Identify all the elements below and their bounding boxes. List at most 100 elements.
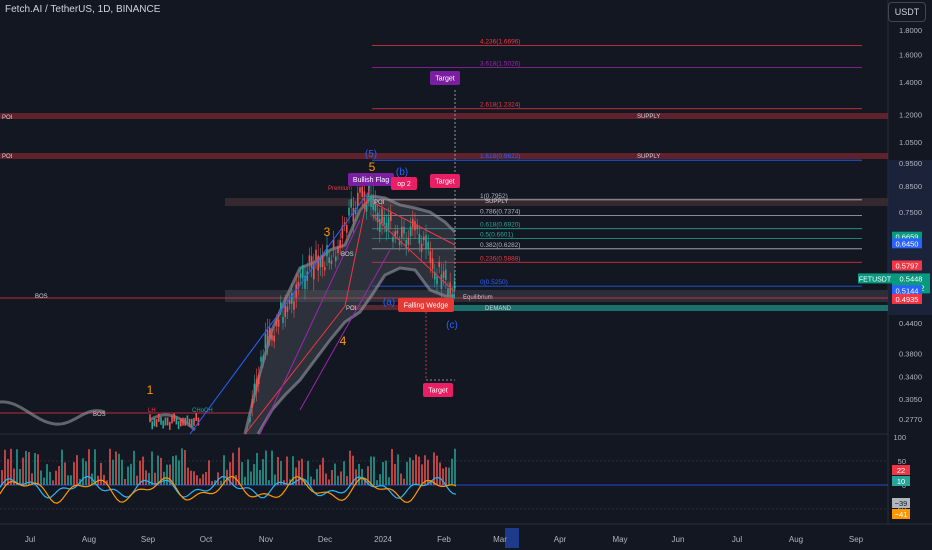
candle-body [387, 217, 390, 229]
candle-body [302, 265, 304, 279]
fib-level-label: 3.618(1.5026) [480, 61, 520, 68]
wave-5-circled-label: (5) [365, 149, 377, 160]
osc-histogram-bar [4, 449, 6, 485]
osc-histogram-bar [10, 448, 12, 485]
osc-histogram-bar [43, 477, 45, 485]
price-axis-tick: 1.6000 [899, 50, 922, 59]
osc-badge: −41 [895, 510, 908, 519]
candle-body [431, 258, 434, 269]
osc-histogram-bar [337, 475, 339, 485]
poi-supply-zone-upper [0, 113, 888, 119]
candle-body [438, 262, 440, 267]
osc-histogram-bar [259, 470, 261, 485]
osc-histogram-bar [421, 464, 423, 485]
ma-band-left [0, 400, 106, 426]
osc-signal-line [0, 475, 457, 499]
osc-badge: −39 [895, 499, 908, 508]
osc-histogram-bar [328, 479, 330, 485]
wave-3-label: 3 [324, 225, 331, 239]
op2-tag-box [391, 177, 417, 190]
osc-histogram-bar [100, 462, 102, 485]
candle-body [251, 398, 253, 408]
osc-histogram-bar [313, 479, 315, 485]
wave-4-label: 4 [340, 334, 347, 348]
osc-histogram-bar [88, 449, 90, 485]
osc-histogram-bar [301, 458, 303, 485]
wedge-lower [371, 214, 456, 293]
osc-histogram-bar [40, 470, 42, 485]
osc-histogram-bar [19, 468, 21, 485]
osc-histogram-bar [145, 470, 147, 485]
candle-body [253, 383, 256, 394]
osc-badge-box [892, 465, 910, 475]
candle-body [398, 241, 401, 245]
osc-histogram-bar [217, 472, 219, 485]
candle-body [409, 226, 412, 237]
price-axis-tick: 1.0500 [899, 138, 922, 147]
candle-body [374, 199, 377, 212]
candle-body [440, 274, 443, 289]
osc-histogram-bar [139, 460, 141, 485]
candle-body [264, 333, 267, 349]
time-axis-tick: Nov [259, 535, 273, 544]
chart-title: Fetch.AI / TetherUS, 1D, BINANCE [5, 4, 161, 15]
candle-body [162, 420, 164, 429]
osc-histogram-bar [454, 448, 456, 485]
price-badge: 0.6659 [896, 233, 919, 242]
osc-histogram-bar [1, 470, 3, 485]
candle-body [155, 419, 158, 428]
osc-histogram-bar [295, 467, 297, 485]
candle-body [385, 222, 388, 232]
candle-body [315, 249, 317, 260]
osc-histogram-bar [235, 475, 237, 485]
fib-level-label: 0.382(0.6282) [480, 242, 520, 249]
osc-histogram-bar [229, 462, 231, 485]
candle-body [359, 187, 361, 193]
ma-band [245, 196, 455, 434]
unit-button[interactable]: USDT [888, 2, 926, 22]
candle-body [365, 203, 368, 212]
osc-histogram-bar [181, 448, 183, 485]
candle-body [317, 255, 319, 271]
candle-body [191, 418, 193, 427]
osc-histogram-bar [118, 453, 120, 485]
osc-histogram-bar [112, 459, 114, 485]
osc-histogram-bar [85, 461, 87, 485]
target-tag-label: Target [435, 76, 455, 83]
candle-body [324, 266, 326, 271]
osc-histogram-bar [433, 452, 435, 485]
osc-badge: 10 [897, 477, 905, 486]
candle-body [332, 239, 335, 249]
osc-histogram-bar [127, 466, 129, 485]
candle-body [266, 329, 269, 345]
osc-histogram-bar [34, 452, 36, 485]
osc-histogram-bar [379, 474, 381, 485]
target-tag-box [430, 71, 460, 85]
candle-body [379, 218, 381, 232]
candle-body [258, 374, 260, 384]
time-cursor-highlight [505, 528, 519, 548]
candle-body [160, 416, 162, 425]
osc-histogram-bar [262, 459, 264, 485]
osc-histogram-bar [64, 462, 66, 485]
osc-histogram-bar [325, 473, 327, 485]
candle-body [357, 192, 359, 207]
osc-histogram-bar [13, 468, 15, 485]
fib-level-label: 0(0.5250) [480, 279, 508, 286]
fib-level-label: 1.618(0.9622) [480, 153, 520, 160]
candle-body [175, 416, 178, 425]
target-tag-box [430, 174, 460, 188]
candle-body [383, 216, 385, 225]
osc-histogram-bar [268, 480, 270, 485]
candle-body [273, 335, 275, 342]
candle-body [308, 255, 311, 263]
candle-body [293, 301, 295, 310]
candle-body [407, 237, 410, 245]
fib-level-label: 0.236(0.5888) [480, 255, 520, 262]
bullish-flag-tag-label: Bullish Flag [353, 177, 389, 184]
osc-fast-line [0, 475, 457, 504]
candle-body [321, 254, 324, 268]
osc-histogram-bar [334, 463, 336, 485]
